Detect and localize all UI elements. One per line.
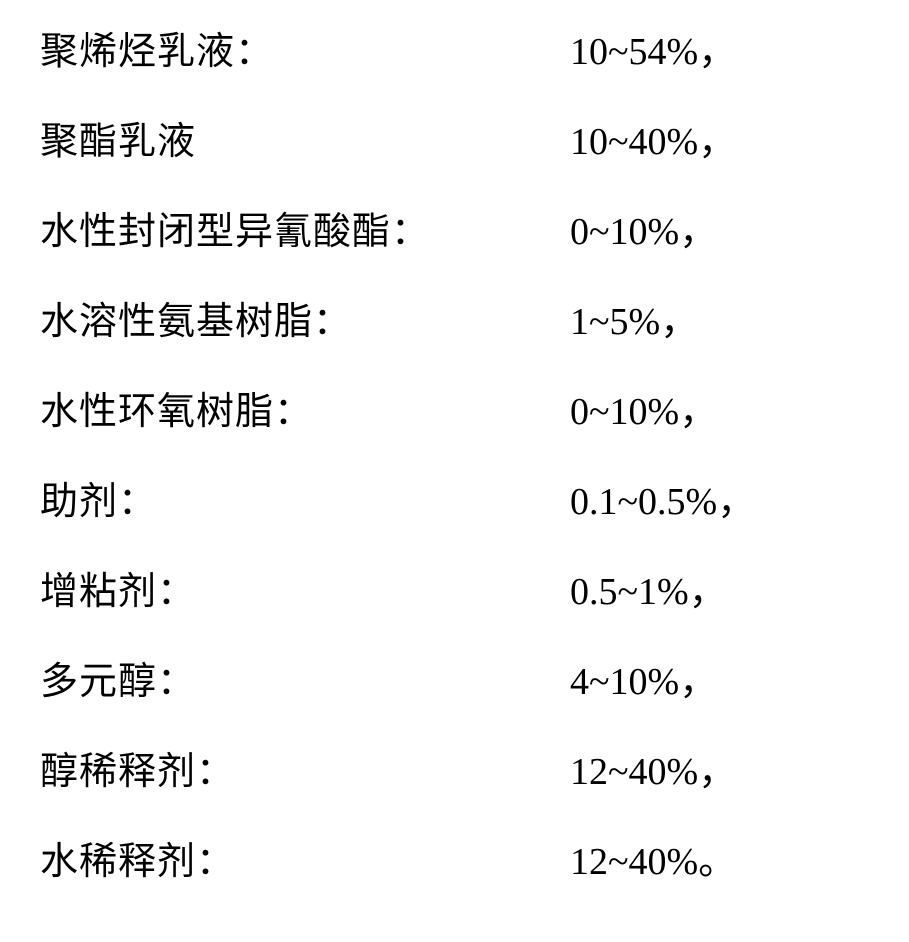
table-row: 水性封闭型异氰酸酯： 0~10%， — [40, 200, 879, 290]
table-row: 聚酯乳液 10~40%， — [40, 110, 879, 200]
ingredient-name: 助剂： — [40, 470, 570, 525]
ingredient-value: 1~5%， — [570, 290, 879, 345]
table-row: 水性环氧树脂： 0~10%， — [40, 380, 879, 470]
ingredient-value: 0~10%， — [570, 380, 879, 435]
table-row: 增粘剂： 0.5~1%， — [40, 560, 879, 650]
ingredient-name: 水性封闭型异氰酸酯： — [40, 200, 570, 255]
table-row: 水溶性氨基树脂： 1~5%， — [40, 290, 879, 380]
ingredient-name: 水性环氧树脂： — [40, 380, 570, 435]
ingredient-name: 聚烯烃乳液： — [40, 20, 570, 75]
composition-list: 聚烯烃乳液： 10~54%， 聚酯乳液 10~40%， 水性封闭型异氰酸酯： 0… — [0, 0, 909, 942]
table-row: 醇稀释剂： 12~40%， — [40, 740, 879, 830]
ingredient-value: 12~40%， — [570, 740, 879, 795]
ingredient-value: 10~40%， — [570, 110, 879, 165]
table-row: 多元醇： 4~10%， — [40, 650, 879, 740]
ingredient-name: 增粘剂： — [40, 560, 570, 615]
table-row: 水稀释剂： 12~40%。 — [40, 830, 879, 920]
ingredient-name: 多元醇： — [40, 650, 570, 705]
ingredient-value: 4~10%， — [570, 650, 879, 705]
ingredient-name: 醇稀释剂： — [40, 740, 570, 795]
ingredient-value: 0~10%， — [570, 200, 879, 255]
table-row: 助剂： 0.1~0.5%， — [40, 470, 879, 560]
table-row: 聚烯烃乳液： 10~54%， — [40, 20, 879, 110]
ingredient-value: 0.1~0.5%， — [570, 470, 879, 525]
ingredient-value: 0.5~1%， — [570, 560, 879, 615]
ingredient-value: 12~40%。 — [570, 830, 879, 885]
ingredient-name: 水溶性氨基树脂： — [40, 290, 570, 345]
ingredient-value: 10~54%， — [570, 20, 879, 75]
ingredient-name: 水稀释剂： — [40, 830, 570, 885]
ingredient-name: 聚酯乳液 — [40, 110, 570, 165]
